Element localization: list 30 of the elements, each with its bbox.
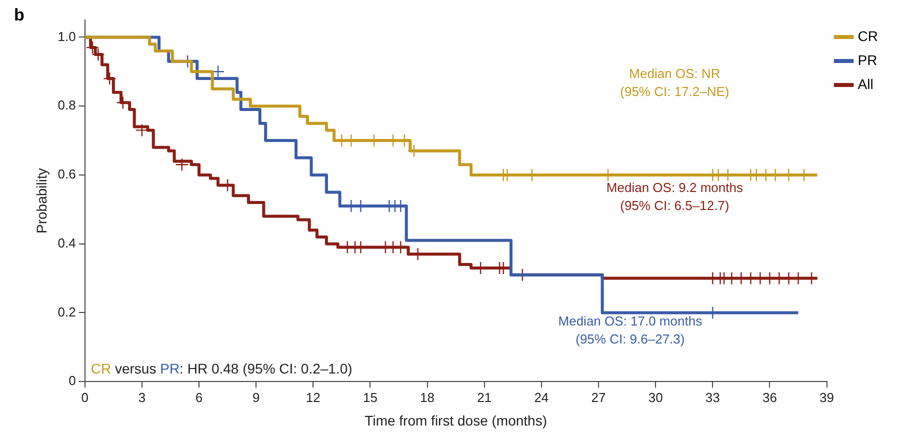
annotation: Median OS: 9.2 months (95% CI: 6.5–12.7) — [606, 180, 744, 213]
x-tick-label: 15 — [362, 390, 378, 405]
y-tick-label: 0 — [68, 373, 76, 388]
legend-label: PR — [858, 52, 878, 68]
y-tick-label: 0.4 — [58, 235, 76, 250]
x-tick-label: 0 — [81, 390, 88, 405]
y-tick-label: 0.6 — [58, 166, 76, 182]
x-tick-label: 39 — [820, 390, 834, 405]
x-tick-label: 27 — [591, 390, 606, 405]
annotation: Median OS: 17.0 months (95% CI: 9.6–27.3) — [558, 314, 703, 347]
y-tick-label: 0.8 — [58, 98, 76, 113]
y-axis-title: Probability — [33, 168, 50, 234]
x-tick-label: 3 — [138, 390, 146, 405]
text: CR versus PR: HR 0.48 (95% CI: 0.2–1.0) — [90, 360, 352, 376]
x-tick-label: 24 — [534, 390, 549, 405]
y-tick-label: 1.0 — [58, 28, 76, 44]
x-tick-label: 33 — [705, 390, 720, 405]
x-tick-label: 30 — [648, 390, 663, 405]
x-tick-label: 36 — [762, 390, 777, 405]
x-tick-label: 6 — [195, 390, 203, 405]
annotation: Median OS: NR (95% CI: 17.2–NE) — [620, 66, 730, 99]
x-axis-title: Time from first dose (months) — [364, 412, 547, 428]
x-tick-label: 18 — [420, 390, 435, 405]
y-tick-label: 0.2 — [58, 304, 76, 320]
x-tick-label: 12 — [306, 390, 320, 405]
legend-label: CR — [858, 28, 878, 44]
legend-label: All — [858, 76, 874, 92]
text: b — [14, 6, 24, 25]
x-tick-label: 21 — [477, 390, 492, 405]
x-tick-label: 9 — [252, 390, 260, 405]
